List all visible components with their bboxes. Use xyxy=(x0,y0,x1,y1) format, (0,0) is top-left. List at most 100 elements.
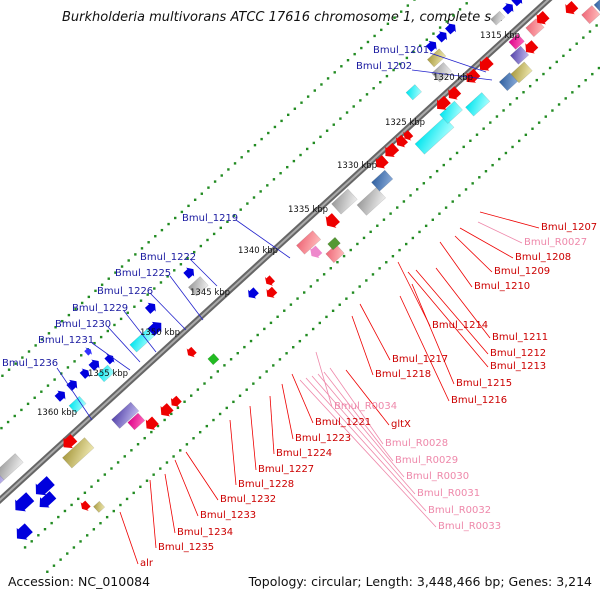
tick-mark xyxy=(458,8,462,11)
gene-label[interactable]: Bmul_1227 xyxy=(258,464,314,475)
gene-label[interactable]: Bmul_1235 xyxy=(158,542,214,553)
gene-arrow xyxy=(375,155,389,169)
gene-feature xyxy=(79,368,90,379)
gene-label[interactable]: Bmul_1233 xyxy=(200,510,256,521)
tick-mark xyxy=(77,497,80,501)
gene-label[interactable]: Bmul_R0033 xyxy=(438,521,501,532)
tick-mark xyxy=(72,546,76,549)
tick-mark xyxy=(180,210,184,214)
gene-label[interactable]: Bmul_1212 xyxy=(490,348,546,359)
gene-label[interactable]: Bmul_R0029 xyxy=(395,455,458,466)
gene-label[interactable]: Bmul_1223 xyxy=(295,433,351,444)
leader-line xyxy=(323,371,394,462)
gene-feature xyxy=(439,100,463,124)
gene-label[interactable]: Bmul_1213 xyxy=(490,361,546,372)
tick-mark xyxy=(83,491,87,494)
gene-label[interactable]: Bmul_R0028 xyxy=(385,438,448,449)
tick-mark xyxy=(418,230,421,234)
tick-mark xyxy=(582,36,585,39)
gene-box xyxy=(593,0,600,13)
gene-label[interactable]: Bmul_1201 xyxy=(373,45,429,56)
tick-mark xyxy=(471,182,474,185)
scale-label: 1315 kbp xyxy=(480,31,520,41)
gene-arrow xyxy=(536,11,550,25)
leader-line xyxy=(169,275,204,321)
gene-label[interactable]: Bmul_1211 xyxy=(492,332,548,343)
tick-mark xyxy=(322,273,326,276)
gene-box xyxy=(0,470,5,496)
tick-mark xyxy=(247,150,250,153)
gene-label[interactable]: Bmul_1234 xyxy=(177,527,233,538)
tick-mark xyxy=(412,50,415,54)
leader-line xyxy=(299,379,437,528)
leader-line xyxy=(91,342,131,371)
tick-mark xyxy=(196,388,200,391)
gene-label[interactable]: Bmul_1219 xyxy=(182,213,238,224)
gene-feature xyxy=(183,267,195,279)
tick-mark xyxy=(172,455,175,458)
gene-label[interactable]: Bmul_1228 xyxy=(238,479,294,490)
tick-mark xyxy=(200,192,204,195)
gene-label[interactable]: Bmul_1229 xyxy=(72,303,128,314)
gene-label[interactable]: Bmul_1236 xyxy=(2,358,58,369)
gene-label[interactable]: Bmul_1208 xyxy=(515,252,571,263)
gene-label[interactable]: Bmul_R0034 xyxy=(334,401,397,412)
leader-line xyxy=(411,283,455,385)
leader-line xyxy=(454,235,493,273)
tick-mark xyxy=(85,534,89,537)
gene-label[interactable]: Bmul_1209 xyxy=(494,266,550,277)
tick-mark xyxy=(265,370,268,373)
gene-label[interactable]: Bmul_1231 xyxy=(38,335,94,346)
tick-mark xyxy=(366,40,370,44)
gene-label[interactable]: Bmul_1217 xyxy=(392,354,448,365)
gene-label[interactable]: Bmul_1207 xyxy=(541,222,597,233)
tick-mark xyxy=(27,350,31,353)
gene-label[interactable]: Bmul_1226 xyxy=(97,286,153,297)
gene-label[interactable]: Bmul_1214 xyxy=(432,320,488,331)
gene-label[interactable]: Bmul_1222 xyxy=(140,252,196,263)
tick-mark xyxy=(283,309,286,312)
tick-mark xyxy=(411,236,415,240)
tick-mark xyxy=(219,226,222,230)
gene-arrow xyxy=(54,390,66,402)
tick-mark xyxy=(276,315,279,318)
gene-label[interactable]: Bmul_1202 xyxy=(356,61,412,72)
tick-mark xyxy=(531,127,534,130)
gene-label[interactable]: Bmul_1216 xyxy=(451,395,507,406)
gene-label[interactable]: Bmul_1221 xyxy=(315,417,371,428)
leader-line xyxy=(119,511,139,565)
gene-label[interactable]: Bmul_1224 xyxy=(276,448,332,459)
leader-line xyxy=(305,377,427,512)
gene-label[interactable]: Bmul_1225 xyxy=(115,268,171,279)
gene-label[interactable]: Bmul_R0031 xyxy=(417,488,480,499)
leader-line xyxy=(399,295,450,402)
gene-label[interactable]: Bmul_1230 xyxy=(55,319,111,330)
tick-mark xyxy=(80,301,84,305)
tick-mark xyxy=(346,59,350,62)
tick-mark xyxy=(34,344,37,347)
gene-label[interactable]: Bmul_R0027 xyxy=(524,237,587,248)
gene-label[interactable]: gltX xyxy=(391,419,411,430)
tick-mark xyxy=(482,127,485,130)
gene-label[interactable]: Bmul_1210 xyxy=(474,281,530,292)
gene-label[interactable]: Bmul_R0032 xyxy=(428,505,491,516)
gene-label[interactable]: Bmul_R0030 xyxy=(406,471,469,482)
tick-mark xyxy=(73,360,76,363)
gene-arrow xyxy=(66,379,78,391)
gene-label[interactable]: Bmul_1232 xyxy=(220,494,276,505)
gene-feature xyxy=(375,155,389,169)
tick-mark xyxy=(382,218,386,221)
tick-mark xyxy=(60,372,63,375)
gene-label[interactable]: alr xyxy=(140,558,154,569)
gene-label[interactable]: Bmul_1215 xyxy=(456,378,512,389)
tick-mark xyxy=(26,402,30,406)
gene-feature xyxy=(510,61,533,84)
tick-mark xyxy=(94,289,97,293)
leader-line xyxy=(311,375,416,495)
tick-mark xyxy=(385,74,389,78)
gene-box xyxy=(465,92,491,117)
gene-label[interactable]: Bmul_1218 xyxy=(375,369,431,380)
tick-mark xyxy=(99,522,102,525)
tick-mark xyxy=(299,153,302,157)
gene-box xyxy=(490,10,506,26)
